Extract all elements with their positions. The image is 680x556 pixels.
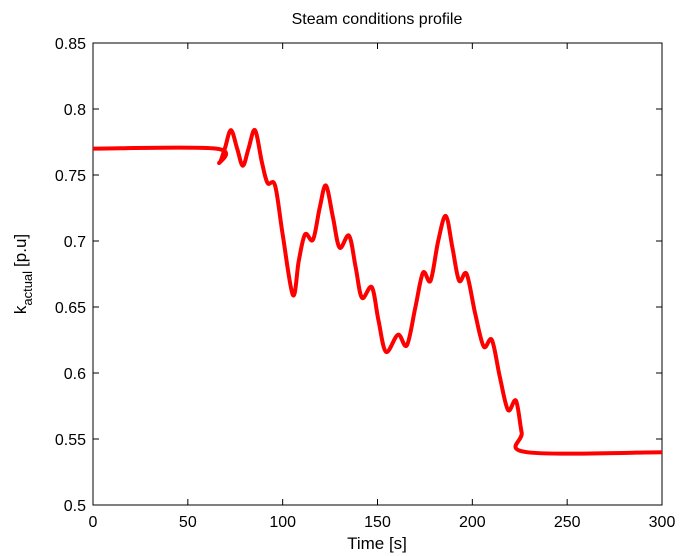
y-label-base: k — [11, 305, 30, 314]
x-tick-label: 0 — [89, 514, 98, 531]
plot-frame — [92, 42, 663, 506]
x-axis-label: Time [s] — [347, 534, 407, 553]
y-axis-label: kactual [p.u] — [11, 234, 35, 314]
y-label-sub: actual — [20, 271, 35, 306]
y-tick-label: 0.75 — [55, 168, 86, 185]
y-tick-label: 0.7 — [64, 234, 86, 251]
x-tick-label: 250 — [554, 514, 581, 531]
data-line — [92, 128, 663, 456]
x-tick-label: 50 — [179, 514, 197, 531]
x-tick-label: 200 — [459, 514, 486, 531]
x-tick-label: 150 — [364, 514, 391, 531]
y-tick-label: 0.55 — [55, 432, 86, 449]
y-tick-label: 0.85 — [55, 36, 86, 53]
y-label-rest: [p.u] — [11, 234, 30, 267]
x-tick-label: 300 — [649, 514, 676, 531]
y-tick-label: 0.8 — [64, 102, 86, 119]
y-tick-label: 0.6 — [64, 366, 86, 383]
chart-title: Steam conditions profile — [292, 11, 463, 28]
x-tick-label: 100 — [269, 514, 296, 531]
y-tick-label: 0.5 — [64, 498, 86, 515]
y-tick-label: 0.65 — [55, 300, 86, 317]
